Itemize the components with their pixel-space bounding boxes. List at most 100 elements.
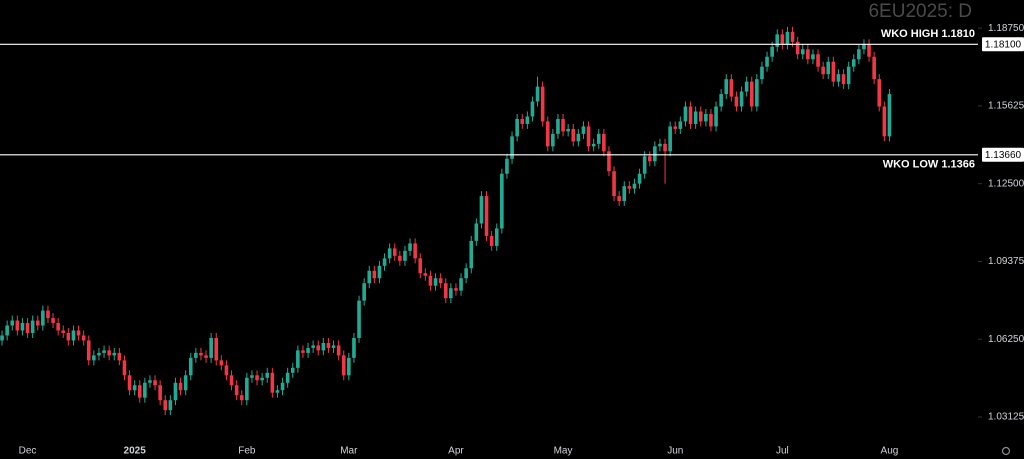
candle-body <box>816 54 820 67</box>
candle-body <box>107 350 111 356</box>
candle-body <box>41 310 45 326</box>
x-tick-label: Jun <box>667 446 683 457</box>
candle-body <box>438 278 443 284</box>
candle-body <box>459 278 463 291</box>
candle-body <box>851 59 856 67</box>
candle-body <box>637 173 642 184</box>
candle-body <box>765 56 769 67</box>
candle-body <box>194 352 198 358</box>
candle-body <box>464 268 468 279</box>
candles <box>0 26 892 416</box>
candle-body <box>632 183 637 189</box>
candle-body <box>234 385 239 396</box>
candle-body <box>61 330 66 333</box>
candle-body <box>311 345 315 348</box>
candle-body <box>168 400 173 411</box>
candle-body <box>698 111 703 122</box>
candle-body <box>86 340 91 361</box>
candle-body <box>377 265 382 279</box>
candle-body <box>494 228 499 246</box>
candle-body <box>423 273 428 276</box>
candle-body <box>831 61 836 82</box>
candle-body <box>658 143 662 147</box>
candle-body <box>204 355 208 358</box>
candle-body <box>20 323 25 331</box>
candle-body <box>821 66 825 75</box>
candle-body <box>331 345 336 348</box>
candle-body <box>561 118 565 132</box>
candle-body <box>229 375 234 386</box>
candle-body <box>724 79 729 95</box>
candle-body <box>510 136 514 159</box>
candle-body <box>372 270 377 279</box>
candle-body <box>30 320 35 333</box>
candle-body <box>535 86 540 102</box>
price-tag-label: 1.13660 <box>985 150 1022 161</box>
candle-body <box>520 118 525 124</box>
candle-body <box>56 323 60 331</box>
candle-body <box>392 248 397 256</box>
candle-body <box>0 335 4 341</box>
settings-icon[interactable] <box>1001 446 1011 456</box>
candle-body <box>260 377 264 381</box>
candle-body <box>250 375 254 378</box>
candle-body <box>219 360 224 366</box>
candle-body <box>81 335 86 341</box>
candle-body <box>612 171 616 197</box>
candle-body <box>92 355 96 361</box>
chart-title: 6EU2025: D <box>868 1 972 22</box>
candle-body <box>316 345 321 351</box>
candle-body <box>826 61 831 75</box>
gear[interactable] <box>1001 446 1011 456</box>
candle-body <box>749 81 754 107</box>
candle-body <box>224 365 229 376</box>
candle-body <box>591 143 596 147</box>
candle-body <box>704 113 708 122</box>
candle-body <box>117 352 122 361</box>
candle-body <box>556 118 560 134</box>
candle-body <box>428 275 433 286</box>
x-tick-label: Mar <box>340 446 358 457</box>
candle-body <box>153 380 157 386</box>
candle-body <box>505 158 509 174</box>
candle-body <box>484 196 489 236</box>
candle-body <box>734 96 739 107</box>
candle-body <box>326 342 331 348</box>
y-tick-label: 1.12500 <box>988 178 1024 189</box>
candle-body <box>5 325 9 336</box>
price-tag <box>982 37 1024 52</box>
x-tick-label: Aug <box>881 446 899 457</box>
candle-body <box>408 243 412 251</box>
candle-body <box>433 278 438 286</box>
candle-body <box>25 323 30 333</box>
candle-body <box>617 196 621 202</box>
candle-body <box>653 146 657 162</box>
candle-body <box>173 382 178 401</box>
candle-body <box>398 255 402 261</box>
candle-body <box>806 49 810 60</box>
candle-body <box>387 248 392 259</box>
candle-body <box>607 151 611 172</box>
candle-body <box>479 196 484 224</box>
candle-body <box>642 156 647 174</box>
candle-body <box>846 66 851 85</box>
candle-body <box>795 41 800 55</box>
candle-body <box>132 385 137 391</box>
candle-body <box>199 352 203 356</box>
candle-body <box>443 283 448 299</box>
candle-body <box>770 46 774 57</box>
candle-body <box>780 34 785 45</box>
candle-body <box>285 372 290 383</box>
x-tick-label: Apr <box>448 446 464 457</box>
candle-body <box>321 342 326 351</box>
price-tag-label: 1.18100 <box>985 39 1022 50</box>
candle-body <box>112 352 117 356</box>
candle-body <box>382 258 387 266</box>
x-tick-label: 2025 <box>124 446 147 457</box>
candle-body <box>627 186 632 189</box>
candle-body <box>545 121 550 147</box>
candle-body <box>525 116 530 124</box>
candle-body <box>877 79 882 107</box>
